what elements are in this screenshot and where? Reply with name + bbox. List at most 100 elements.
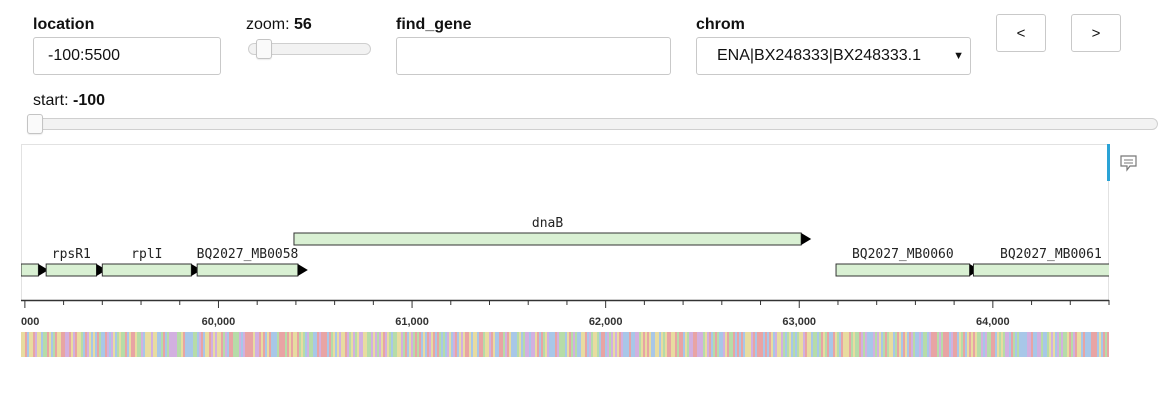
gene-body[interactable] (101, 263, 192, 277)
sequence-base (567, 332, 569, 357)
sequence-base (999, 332, 1001, 357)
gene-body[interactable] (835, 263, 971, 277)
sequence-base (987, 332, 989, 357)
sequence-base (913, 332, 915, 357)
sequence-base (1099, 332, 1101, 357)
sequence-base (1031, 332, 1033, 357)
sequence-base (709, 332, 711, 357)
sequence-base (125, 332, 127, 357)
zoom-slider-thumb[interactable] (256, 39, 273, 59)
sequence-base (479, 332, 481, 357)
sequence-base (1065, 332, 1067, 357)
sequence-base (897, 332, 899, 357)
gene-body[interactable] (972, 263, 1128, 277)
sequence-base (417, 332, 419, 357)
next-button[interactable]: > (1071, 14, 1121, 52)
sequence-base (133, 332, 135, 357)
sequence-base (981, 332, 983, 357)
sequence-base (171, 332, 173, 357)
sequence-base (1061, 332, 1063, 357)
gene-body[interactable] (293, 232, 802, 246)
start-slider-thumb[interactable] (27, 114, 43, 134)
sequence-base (503, 332, 505, 357)
sequence-base (519, 332, 521, 357)
sequence-base (411, 332, 413, 357)
axis-tick-label: 64,000 (976, 316, 1010, 328)
sequence-base (923, 332, 925, 357)
sequence-base (855, 332, 857, 357)
sequence-base (403, 332, 405, 357)
sequence-base (905, 332, 907, 357)
chrom-select-value: ENA|BX248333|BX248333.1 (717, 47, 922, 64)
sequence-base (233, 332, 235, 357)
sequence-base (307, 332, 309, 357)
sequence-base (141, 332, 143, 357)
axis-tick-label: 63,000 (782, 316, 816, 328)
strand-arrow-icon (801, 233, 812, 245)
sequence-base (751, 332, 753, 357)
sequence-base (911, 332, 913, 357)
sequence-base (937, 332, 939, 357)
comment-icon[interactable] (1120, 155, 1137, 172)
sequence-base (645, 332, 647, 357)
sequence-base (355, 332, 357, 357)
sequence-base (559, 332, 561, 357)
location-input[interactable] (33, 37, 221, 75)
sequence-base (205, 332, 207, 357)
sequence-base (699, 332, 701, 357)
sequence-base (185, 332, 187, 357)
gene-feature[interactable]: BQ2027_MB0060 (835, 247, 980, 277)
zoom-slider[interactable] (248, 43, 371, 55)
sequence-base (583, 332, 585, 357)
gene-body[interactable] (21, 263, 39, 277)
sequence-base (867, 332, 869, 357)
sequence-base (389, 332, 391, 357)
sequence-base (335, 332, 337, 357)
sequence-base (227, 332, 229, 357)
sequence-base (101, 332, 103, 357)
sequence-base (1071, 332, 1073, 357)
gene-feature[interactable] (21, 263, 49, 277)
find-gene-input[interactable] (396, 37, 671, 75)
strand-arrow-icon (38, 264, 49, 276)
sequence-base (595, 332, 597, 357)
sequence-base (477, 332, 479, 357)
sequence-base (455, 332, 457, 357)
sequence-base (153, 332, 155, 357)
sequence-base (105, 332, 107, 357)
sequence-base (703, 332, 705, 357)
gene-feature[interactable]: rplI (101, 247, 202, 277)
gene-body[interactable] (196, 263, 299, 277)
gene-body[interactable] (45, 263, 98, 277)
gene-feature[interactable]: BQ2027_MB0058 (196, 247, 308, 277)
sequence-base (177, 332, 179, 357)
sequence-base (53, 332, 55, 357)
sequence-base (485, 332, 487, 357)
sequence-base (927, 332, 929, 357)
strand-arrow-icon (96, 264, 107, 276)
sequence-base (659, 332, 661, 357)
sequence-base (75, 332, 77, 357)
prev-button[interactable]: < (996, 14, 1046, 52)
sequence-base (945, 332, 947, 357)
sequence-base (765, 332, 767, 357)
sequence-base (777, 332, 779, 357)
chrom-select[interactable]: ENA|BX248333|BX248333.1 ▼ (696, 37, 971, 75)
sequence-base (189, 332, 191, 357)
sequence-base (173, 332, 175, 357)
sequence-base (209, 332, 211, 357)
sequence-base (405, 332, 407, 357)
gene-feature[interactable]: BQ2027_MB0061 (972, 247, 1138, 277)
sequence-base (1013, 332, 1015, 357)
sequence-base (257, 332, 259, 357)
zoom-label-text: zoom: (246, 16, 290, 33)
sequence-base (315, 332, 317, 357)
sequence-base (629, 332, 631, 357)
gene-feature[interactable]: rpsR1 (45, 247, 107, 277)
sequence-base (131, 332, 133, 357)
sequence-base (147, 332, 149, 357)
sequence-base (263, 332, 265, 357)
sequence-base (271, 332, 273, 357)
gene-feature[interactable]: dnaB (293, 216, 812, 246)
